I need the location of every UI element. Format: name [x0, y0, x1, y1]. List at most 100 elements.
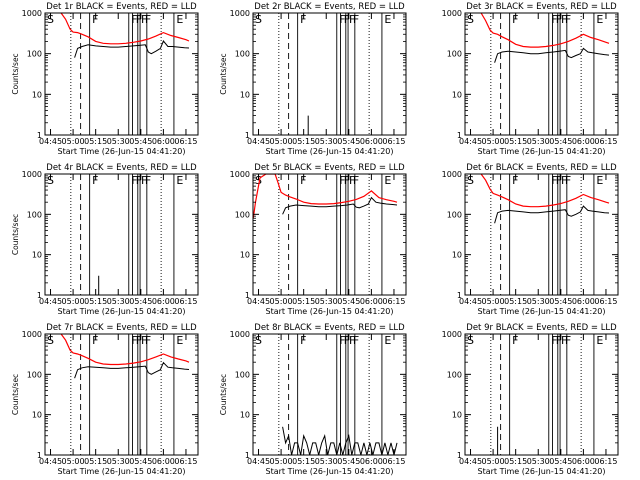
marker-label: F [353, 334, 359, 347]
x-tick-label: 05:45 [337, 137, 360, 146]
y-tick-label: 1 [457, 291, 462, 300]
panel-data [282, 426, 398, 455]
plot-frame [464, 333, 619, 456]
x-tick-label: 05:45 [337, 457, 360, 466]
marker-label: F [131, 174, 137, 187]
x-tick-label: 05:15 [292, 137, 315, 146]
y-tick-label: 10 [32, 251, 42, 260]
series-line-lld [60, 13, 190, 45]
marker-label: F [300, 334, 306, 347]
series-line-lld [480, 174, 610, 208]
marker-label: E [596, 174, 603, 187]
y-tick-label: 10 [32, 90, 42, 99]
marker-label: E [596, 334, 603, 347]
marker-label: F [145, 174, 151, 187]
x-tick-label: 05:30 [315, 457, 338, 466]
x-tick-label: 05:00 [270, 297, 293, 306]
marker-label: S [255, 174, 262, 187]
x-tick-label: 05:45 [337, 297, 360, 306]
x-tick-label: 06:15 [382, 297, 405, 306]
marker-label: F [92, 334, 98, 347]
y-tick-label: 1000 [442, 330, 462, 339]
series-line-events [282, 196, 398, 215]
x-tick-label: 05:15 [84, 297, 107, 306]
x-tick-label: 06:15 [594, 297, 617, 306]
x-tick-label: 06:15 [382, 457, 405, 466]
x-tick-label: 05:15 [504, 297, 527, 306]
panel-data [480, 174, 610, 224]
x-tick-label: 05:45 [129, 297, 152, 306]
marker-label: E [384, 13, 391, 26]
y-tick-label: 1 [457, 451, 462, 460]
marker-label: F [300, 174, 306, 187]
x-tick-label: 05:45 [549, 297, 572, 306]
x-tick-label: 06:00 [360, 297, 383, 306]
x-axis-title: Start Time (26-Jun-15 04:41:20) [478, 147, 606, 156]
marker-label: F [349, 334, 355, 347]
marker-label: F [339, 334, 345, 347]
x-tick-label: 06:00 [572, 297, 595, 306]
x-axis-title: Start Time (26-Jun-15 04:41:20) [58, 307, 186, 316]
x-axis-title: Start Time (26-Jun-15 04:41:20) [478, 307, 606, 316]
y-tick-label: 100 [27, 50, 42, 59]
plot-frame [464, 12, 619, 136]
x-tick-label: 06:15 [594, 137, 617, 146]
marker-label: S [467, 174, 474, 187]
x-tick-label: 05:30 [107, 297, 130, 306]
x-axis-title: Start Time (26-Jun-15 04:41:20) [266, 467, 394, 476]
marker-label: E [176, 13, 183, 26]
marker-label: F [131, 334, 137, 347]
series-line-events [74, 361, 190, 379]
marker-label: F [344, 174, 350, 187]
marker-label: F [136, 13, 142, 26]
marker-label: E [384, 334, 391, 347]
y-tick-label: 100 [235, 210, 250, 219]
x-tick-label: 05:00 [62, 297, 85, 306]
x-tick-label: 04:45 [39, 297, 62, 306]
x-tick-label: 05:00 [482, 297, 505, 306]
y-axis-label: Counts/sec [219, 374, 228, 415]
marker-label: F [300, 13, 306, 26]
y-tick-label: 10 [452, 251, 462, 260]
marker-label: F [141, 13, 147, 26]
y-axis-label: Counts/sec [11, 53, 20, 94]
y-tick-label: 1 [37, 291, 42, 300]
panel-data [60, 334, 190, 379]
y-tick-label: 1000 [442, 9, 462, 18]
x-tick-label: 05:15 [504, 137, 527, 146]
x-tick-label: 05:45 [129, 137, 152, 146]
panel-data [253, 174, 398, 219]
marker-label: F [556, 13, 562, 26]
marker-label: E [176, 334, 183, 347]
x-tick-label: 04:45 [459, 137, 482, 146]
marker-label: F [561, 174, 567, 187]
y-tick-label: 100 [447, 210, 462, 219]
marker-label: F [551, 334, 557, 347]
y-tick-label: 1000 [230, 9, 250, 18]
x-tick-label: 05:15 [504, 457, 527, 466]
panel-title: Det 6r BLACK = Events, RED = LLD [466, 163, 617, 173]
y-tick-label: 1 [245, 291, 250, 300]
x-tick-label: 05:00 [270, 457, 293, 466]
marker-label: F [349, 174, 355, 187]
marker-label: F [551, 174, 557, 187]
x-tick-label: 06:00 [572, 457, 595, 466]
x-tick-label: 04:45 [247, 297, 270, 306]
plot-frame [44, 333, 199, 456]
x-tick-label: 05:15 [84, 137, 107, 146]
y-tick-label: 10 [452, 411, 462, 420]
marker-label: F [136, 334, 142, 347]
x-tick-label: 06:15 [174, 297, 197, 306]
series-line-events [494, 205, 610, 224]
x-tick-label: 06:00 [152, 137, 175, 146]
plot-frame [252, 12, 407, 136]
x-tick-label: 05:45 [549, 457, 572, 466]
marker-label: E [384, 174, 391, 187]
y-tick-label: 1 [457, 131, 462, 140]
x-tick-label: 05:30 [315, 137, 338, 146]
marker-label: F [136, 174, 142, 187]
x-axis-title: Start Time (26-Jun-15 04:41:20) [478, 467, 606, 476]
marker-label: F [92, 13, 98, 26]
